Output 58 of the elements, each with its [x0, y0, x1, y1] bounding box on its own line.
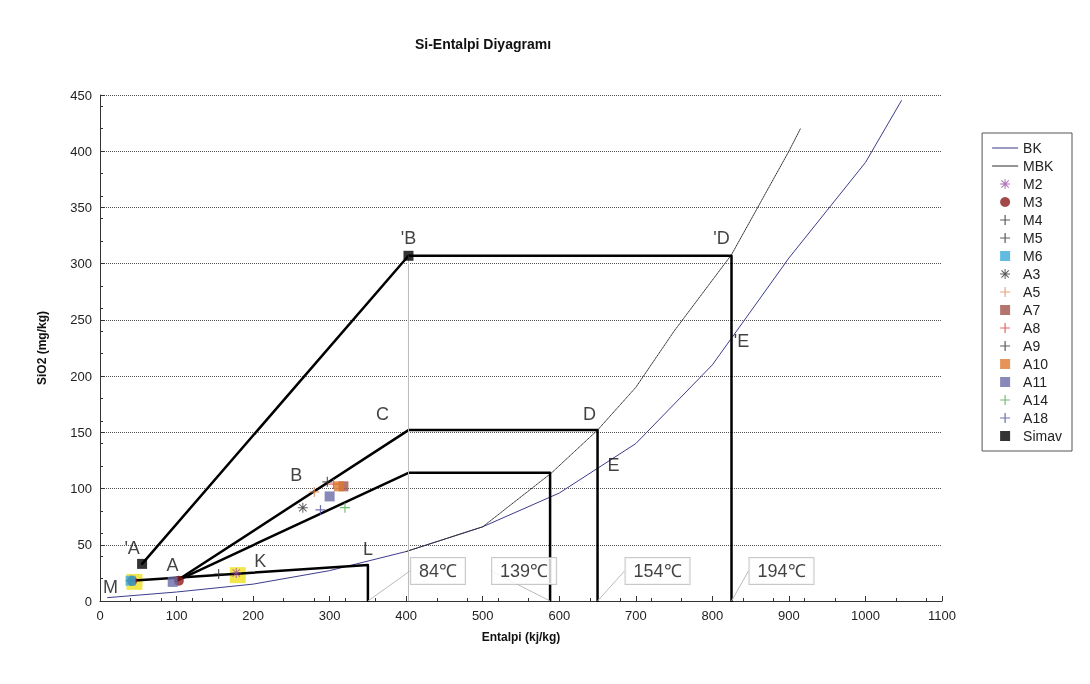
annotation: 154℃ — [633, 561, 682, 581]
legend-label: MBK — [1023, 158, 1055, 174]
y-tick-label: 50 — [77, 537, 92, 553]
x-tick-label: 200 — [242, 608, 264, 623]
y-tick-label: 450 — [70, 87, 92, 103]
y-tick-label: 300 — [70, 256, 92, 272]
x-axis-title: Entalpi (kj/kg) — [481, 630, 561, 644]
chart-title: Si-Entalpi Diyagramı — [414, 36, 552, 52]
y-tick-label: 0 — [84, 593, 92, 609]
annotation: 139℃ — [500, 561, 549, 581]
annotation: 'B — [400, 227, 417, 248]
y-tick-label: 200 — [70, 368, 92, 384]
x-tick-label: 600 — [548, 608, 571, 623]
legend-label: M4 — [1023, 212, 1043, 228]
y-tick-label: 400 — [70, 143, 92, 159]
y-axis-title: SiO2 (mg/kg) — [35, 310, 49, 386]
annotation: M — [103, 576, 119, 597]
y-tick-label: 350 — [70, 199, 92, 215]
legend-label: Simav — [1023, 428, 1063, 444]
legend-label: A9 — [1023, 338, 1041, 354]
annotation: A — [166, 554, 179, 575]
legend-label: A11 — [1023, 374, 1048, 390]
legend-label: A8 — [1023, 320, 1041, 336]
annotation: 'D — [713, 227, 730, 248]
x-tick-label: 900 — [778, 608, 800, 623]
annotation: L — [362, 539, 373, 560]
legend-label: A3 — [1023, 266, 1041, 282]
annotation: 'A — [124, 537, 140, 558]
legend-label: A14 — [1023, 392, 1049, 408]
x-tick-label: 800 — [701, 608, 724, 623]
legend-label: BK — [1023, 140, 1043, 156]
x-tick-label: 500 — [471, 608, 494, 623]
annotation: 84℃ — [418, 561, 457, 581]
legend-label: A10 — [1023, 356, 1049, 372]
y-tick-label: 250 — [70, 312, 92, 328]
legend-label: A7 — [1023, 302, 1041, 318]
annotation: 194℃ — [757, 561, 806, 581]
legend-label: M3 — [1023, 194, 1043, 210]
annotation: K — [254, 550, 267, 571]
legend-label: A5 — [1023, 284, 1041, 300]
x-tick-label: 1100 — [928, 608, 956, 623]
legend-label: M2 — [1023, 176, 1043, 192]
x-tick-label: 700 — [624, 608, 647, 623]
annotation: B — [290, 464, 303, 485]
x-tick-label: 100 — [165, 608, 188, 623]
annotation: 'E — [733, 331, 750, 352]
y-tick-label: 100 — [70, 481, 92, 497]
x-tick-label: 0 — [96, 608, 104, 623]
x-tick-label: 1000 — [850, 608, 880, 623]
y-tick-label: 150 — [70, 424, 92, 440]
legend-label: A18 — [1023, 410, 1049, 426]
x-tick-label: 400 — [395, 608, 418, 623]
x-tick-label: 300 — [318, 608, 341, 623]
annotation: E — [607, 455, 620, 476]
annotation: C — [375, 404, 389, 425]
legend-label: M5 — [1023, 230, 1043, 246]
annotation: D — [583, 404, 597, 425]
legend-label: M6 — [1023, 248, 1043, 264]
